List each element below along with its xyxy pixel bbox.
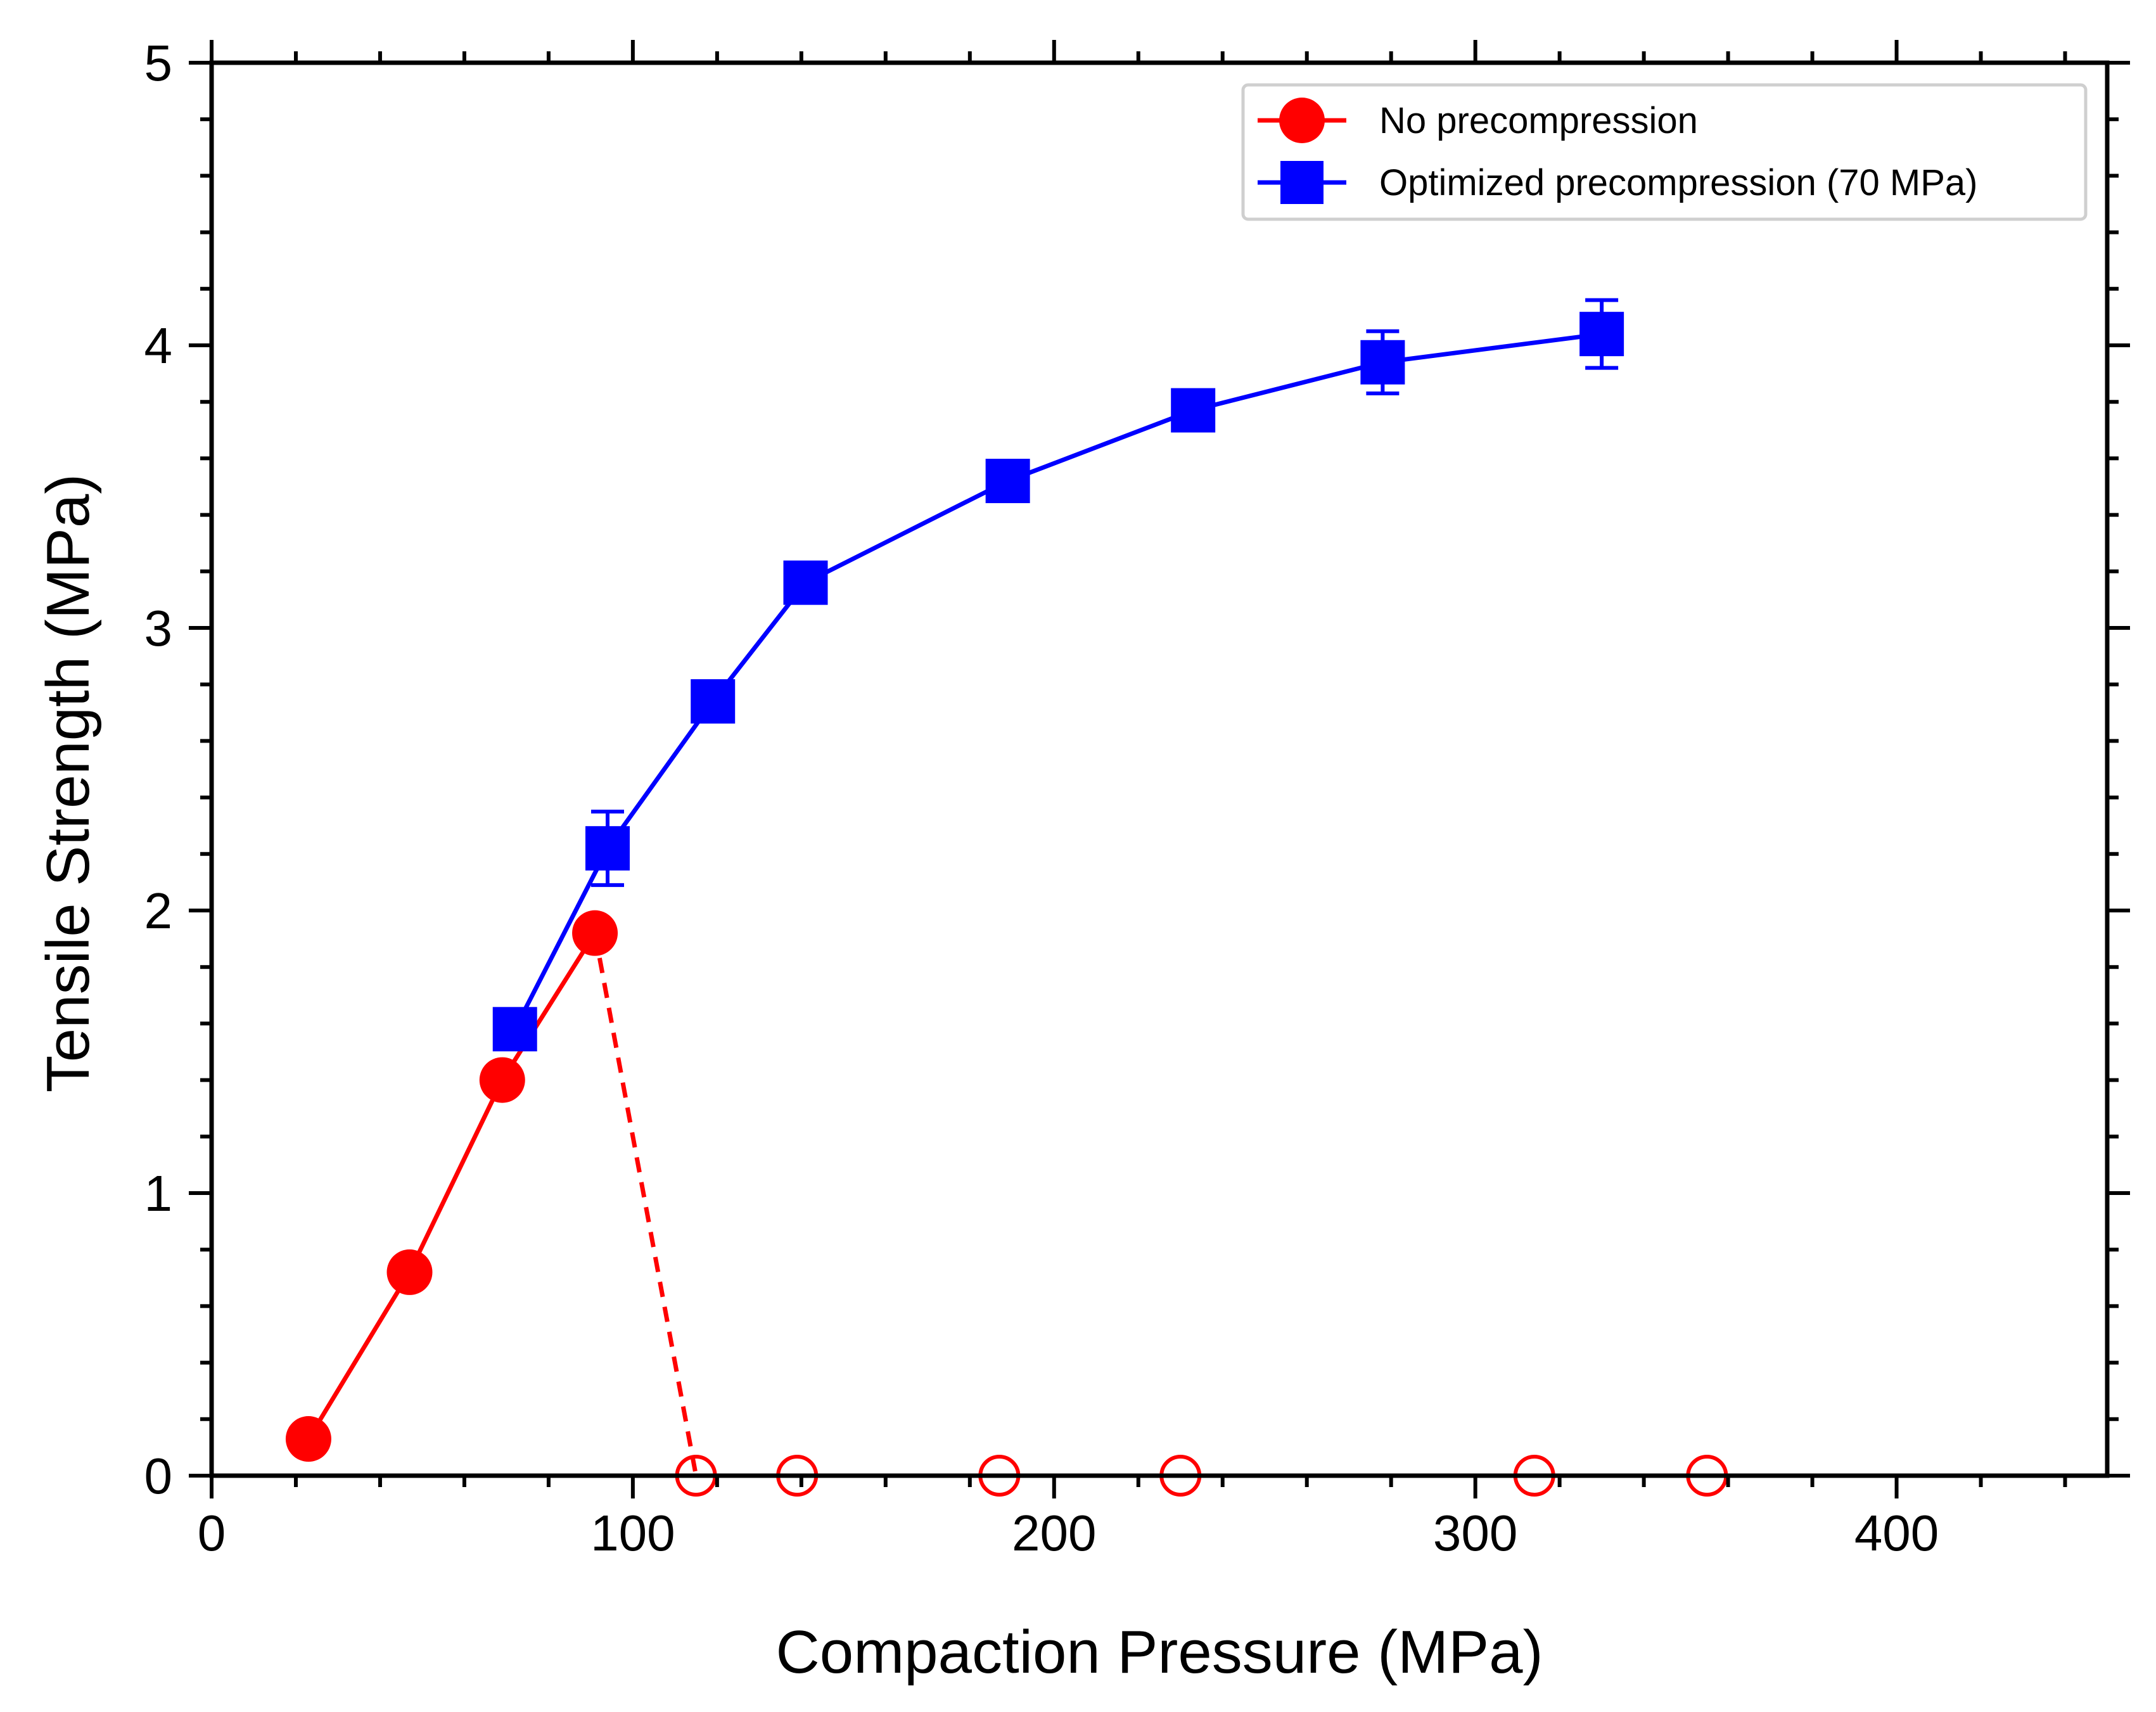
y-tick-label: 4 — [144, 317, 173, 374]
plot-frame — [209, 60, 2110, 1478]
x-tick-label: 0 — [198, 1505, 226, 1561]
no-precompression-point — [285, 1416, 331, 1462]
x-tick-label: 400 — [1854, 1505, 1939, 1561]
y-tick-label: 1 — [144, 1165, 173, 1222]
series-no-precompression-dashed-line — [592, 933, 699, 1476]
optimized-precompression-point — [985, 459, 1030, 504]
legend-box — [1241, 83, 2088, 221]
optimized-precompression-point — [1360, 340, 1405, 385]
series-no-precompression-line — [306, 931, 597, 1440]
optimized-precompression-point — [492, 1007, 537, 1052]
x-tick-label: 100 — [590, 1505, 675, 1561]
legend-label-optimized-precompression: Optimized precompression (70 MPa) — [1379, 162, 1977, 203]
legend-label-no-precompression: No precompression — [1379, 100, 1698, 141]
optimized-precompression-point — [691, 679, 736, 724]
optimized-precompression-point — [783, 560, 828, 605]
y-tick-label: 0 — [144, 1448, 173, 1504]
optimized-precompression-point — [1579, 312, 1624, 357]
optimized-precompression-point — [1171, 388, 1216, 433]
no-precompression-point — [572, 910, 618, 956]
no-precompression-point — [386, 1249, 433, 1295]
y-axis-label: Tensile Strength (MPa) — [34, 474, 102, 1092]
y-tick-label: 2 — [144, 883, 173, 939]
axes-layer: 0 100 200 300 400 0 1 2 3 4 5 — [144, 35, 2130, 1561]
x-tick-label: 300 — [1433, 1505, 1517, 1561]
legend: No precompression Optimized precompressi… — [1241, 83, 2088, 221]
no-precompression-point — [479, 1057, 525, 1103]
y-tick-label: 5 — [144, 35, 173, 91]
x-axis-label: Compaction Pressure (MPa) — [775, 1618, 1543, 1686]
legend-marker-circle — [1279, 98, 1325, 143]
legend-marker-square — [1280, 161, 1324, 204]
y-tick-label: 3 — [144, 600, 173, 656]
series-optimized-precompression-line — [513, 331, 1602, 1030]
x-tick-label: 200 — [1012, 1505, 1096, 1561]
optimized-precompression-point — [585, 826, 630, 871]
